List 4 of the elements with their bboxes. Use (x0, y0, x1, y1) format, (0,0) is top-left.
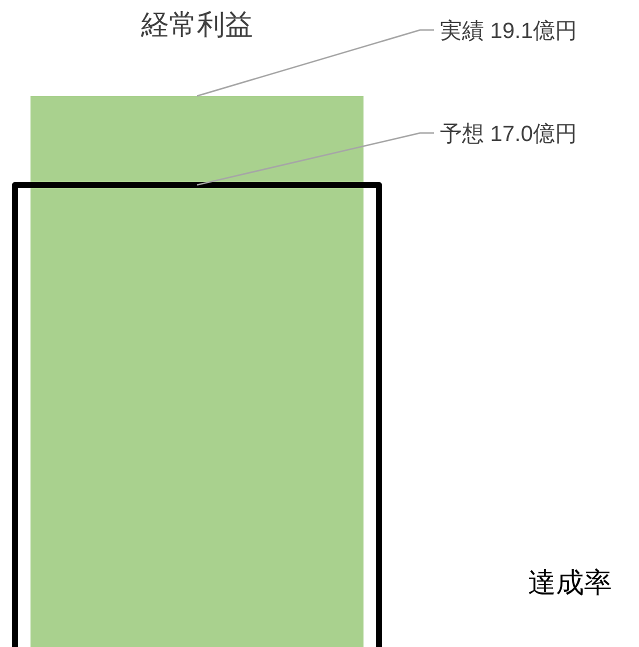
data-label: 予想 17.0億円 (440, 121, 577, 146)
annotation: 達成率 (528, 567, 612, 598)
data-label: 実績 19.1億円 (440, 18, 577, 43)
chart-title: 経常利益 (140, 9, 253, 40)
